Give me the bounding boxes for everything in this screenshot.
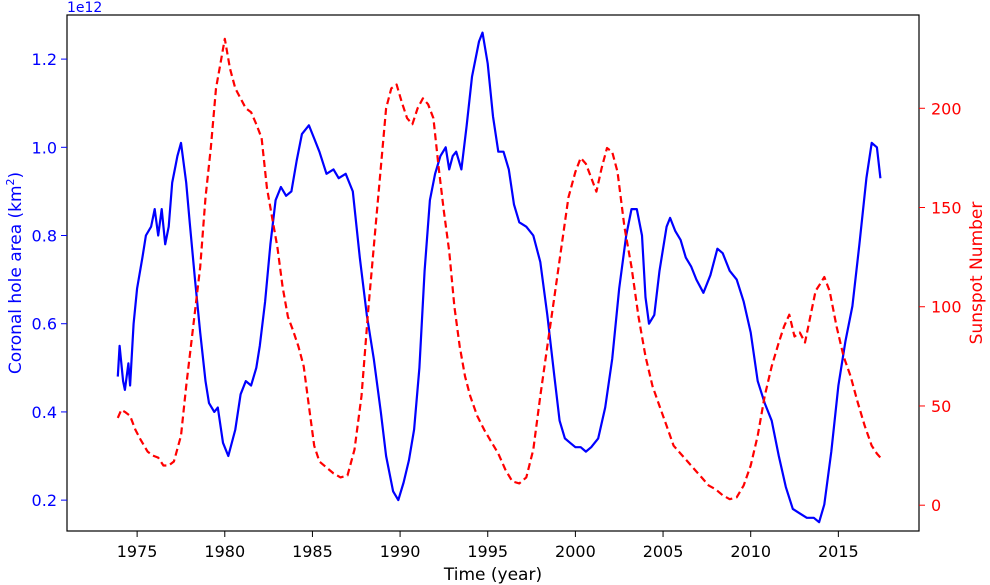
y-left-tick-label: 0.8 bbox=[32, 227, 57, 246]
x-tick-label: 2015 bbox=[818, 542, 859, 561]
y-right-tick-label: 200 bbox=[931, 99, 962, 118]
y-right-tick-label: 50 bbox=[931, 397, 951, 416]
x-axis: 1975 1980 1985 1990 1995 2000 2005 2010 2015 bbox=[117, 531, 859, 561]
y-left-tick-label: 0.6 bbox=[32, 315, 57, 334]
y-left-tick-label: 0.4 bbox=[32, 403, 57, 422]
coronal-hole-area-line bbox=[116, 31, 882, 524]
x-tick-label: 2000 bbox=[555, 542, 596, 561]
y-left-tick-label: 1.2 bbox=[32, 50, 57, 69]
x-tick-label: 1990 bbox=[380, 542, 421, 561]
x-tick-label: 1985 bbox=[292, 542, 333, 561]
y-axis-right-title: Sunspot Number bbox=[967, 202, 987, 345]
x-tick-label: 1995 bbox=[467, 542, 508, 561]
x-axis-title: Time (year) bbox=[443, 565, 542, 585]
y-left-tick-label: 0.2 bbox=[32, 491, 57, 510]
plot-frame bbox=[66, 14, 920, 532]
y-axis-left-title: Coronal hole area (km2) bbox=[4, 172, 26, 374]
y-right-tick-label: 100 bbox=[931, 298, 962, 317]
x-tick-label: 1980 bbox=[204, 542, 245, 561]
y-right-tick-label: 150 bbox=[931, 199, 962, 218]
y-axis-left: 0.2 0.4 0.6 0.8 1.0 1.2 bbox=[32, 50, 67, 510]
sunspot-number-line bbox=[116, 37, 882, 501]
x-tick-label: 2005 bbox=[643, 542, 684, 561]
y-axis-right: 0 50 100 150 200 bbox=[919, 99, 962, 515]
left-axis-offset-text: 1e12 bbox=[67, 0, 102, 16]
x-tick-label: 1975 bbox=[117, 542, 158, 561]
y-left-tick-label: 1.0 bbox=[32, 138, 57, 157]
sunspot-number-series bbox=[116, 37, 882, 501]
coronal-hole-area-series bbox=[116, 31, 882, 524]
y-right-tick-label: 0 bbox=[931, 496, 941, 515]
x-tick-label: 2010 bbox=[730, 542, 771, 561]
